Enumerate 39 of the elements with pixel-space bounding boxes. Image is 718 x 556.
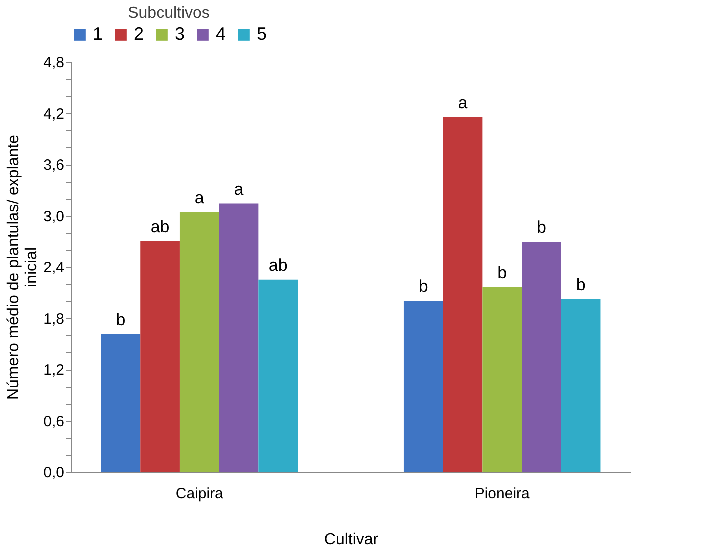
y-tick-label: 0,0	[44, 464, 64, 482]
y-tick-label: 4,2	[44, 106, 64, 123]
bar	[522, 242, 562, 472]
legend-title: Subcultivos	[128, 5, 210, 22]
legend-label: 5	[257, 24, 268, 44]
data-label: b	[418, 277, 428, 296]
y-tick-label: 4,8	[44, 54, 64, 72]
x-axis-title: Cultivar	[324, 532, 380, 548]
x-tick-label: Caipira	[176, 486, 224, 502]
bar	[258, 280, 298, 472]
y-tick-label: 0,6	[44, 413, 64, 430]
data-label: b	[116, 310, 126, 330]
y-tick-label: 1,8	[44, 310, 64, 328]
bar	[404, 301, 444, 472]
data-label: b	[498, 264, 508, 282]
data-label: a	[234, 180, 244, 199]
x-tick-label: Pioneira	[474, 486, 531, 502]
bar	[219, 204, 259, 472]
y-tick-label: 3,6	[44, 157, 64, 174]
y-tick-label: 1,2	[44, 362, 64, 379]
bar	[443, 118, 483, 472]
data-label: ab	[150, 217, 170, 236]
bar	[101, 334, 141, 472]
y-tick-label: 3,0	[44, 208, 64, 226]
y-axis-title: Número médio de plantulas/ explante inicial	[6, 134, 41, 400]
bar	[561, 299, 601, 472]
data-label: b	[576, 275, 586, 294]
data-label: a	[458, 94, 468, 113]
legend-label: 2	[134, 24, 144, 44]
bar	[140, 241, 180, 472]
data-label: a	[194, 188, 205, 208]
legend-label: 1	[93, 24, 104, 44]
data-label: b	[536, 218, 546, 238]
data-label: ab	[268, 256, 288, 275]
bar	[180, 212, 220, 472]
legend-label: 3	[175, 24, 186, 44]
y-tick-label: 2,4	[44, 260, 64, 276]
bar	[482, 288, 522, 472]
legend-label: 4	[216, 24, 226, 44]
